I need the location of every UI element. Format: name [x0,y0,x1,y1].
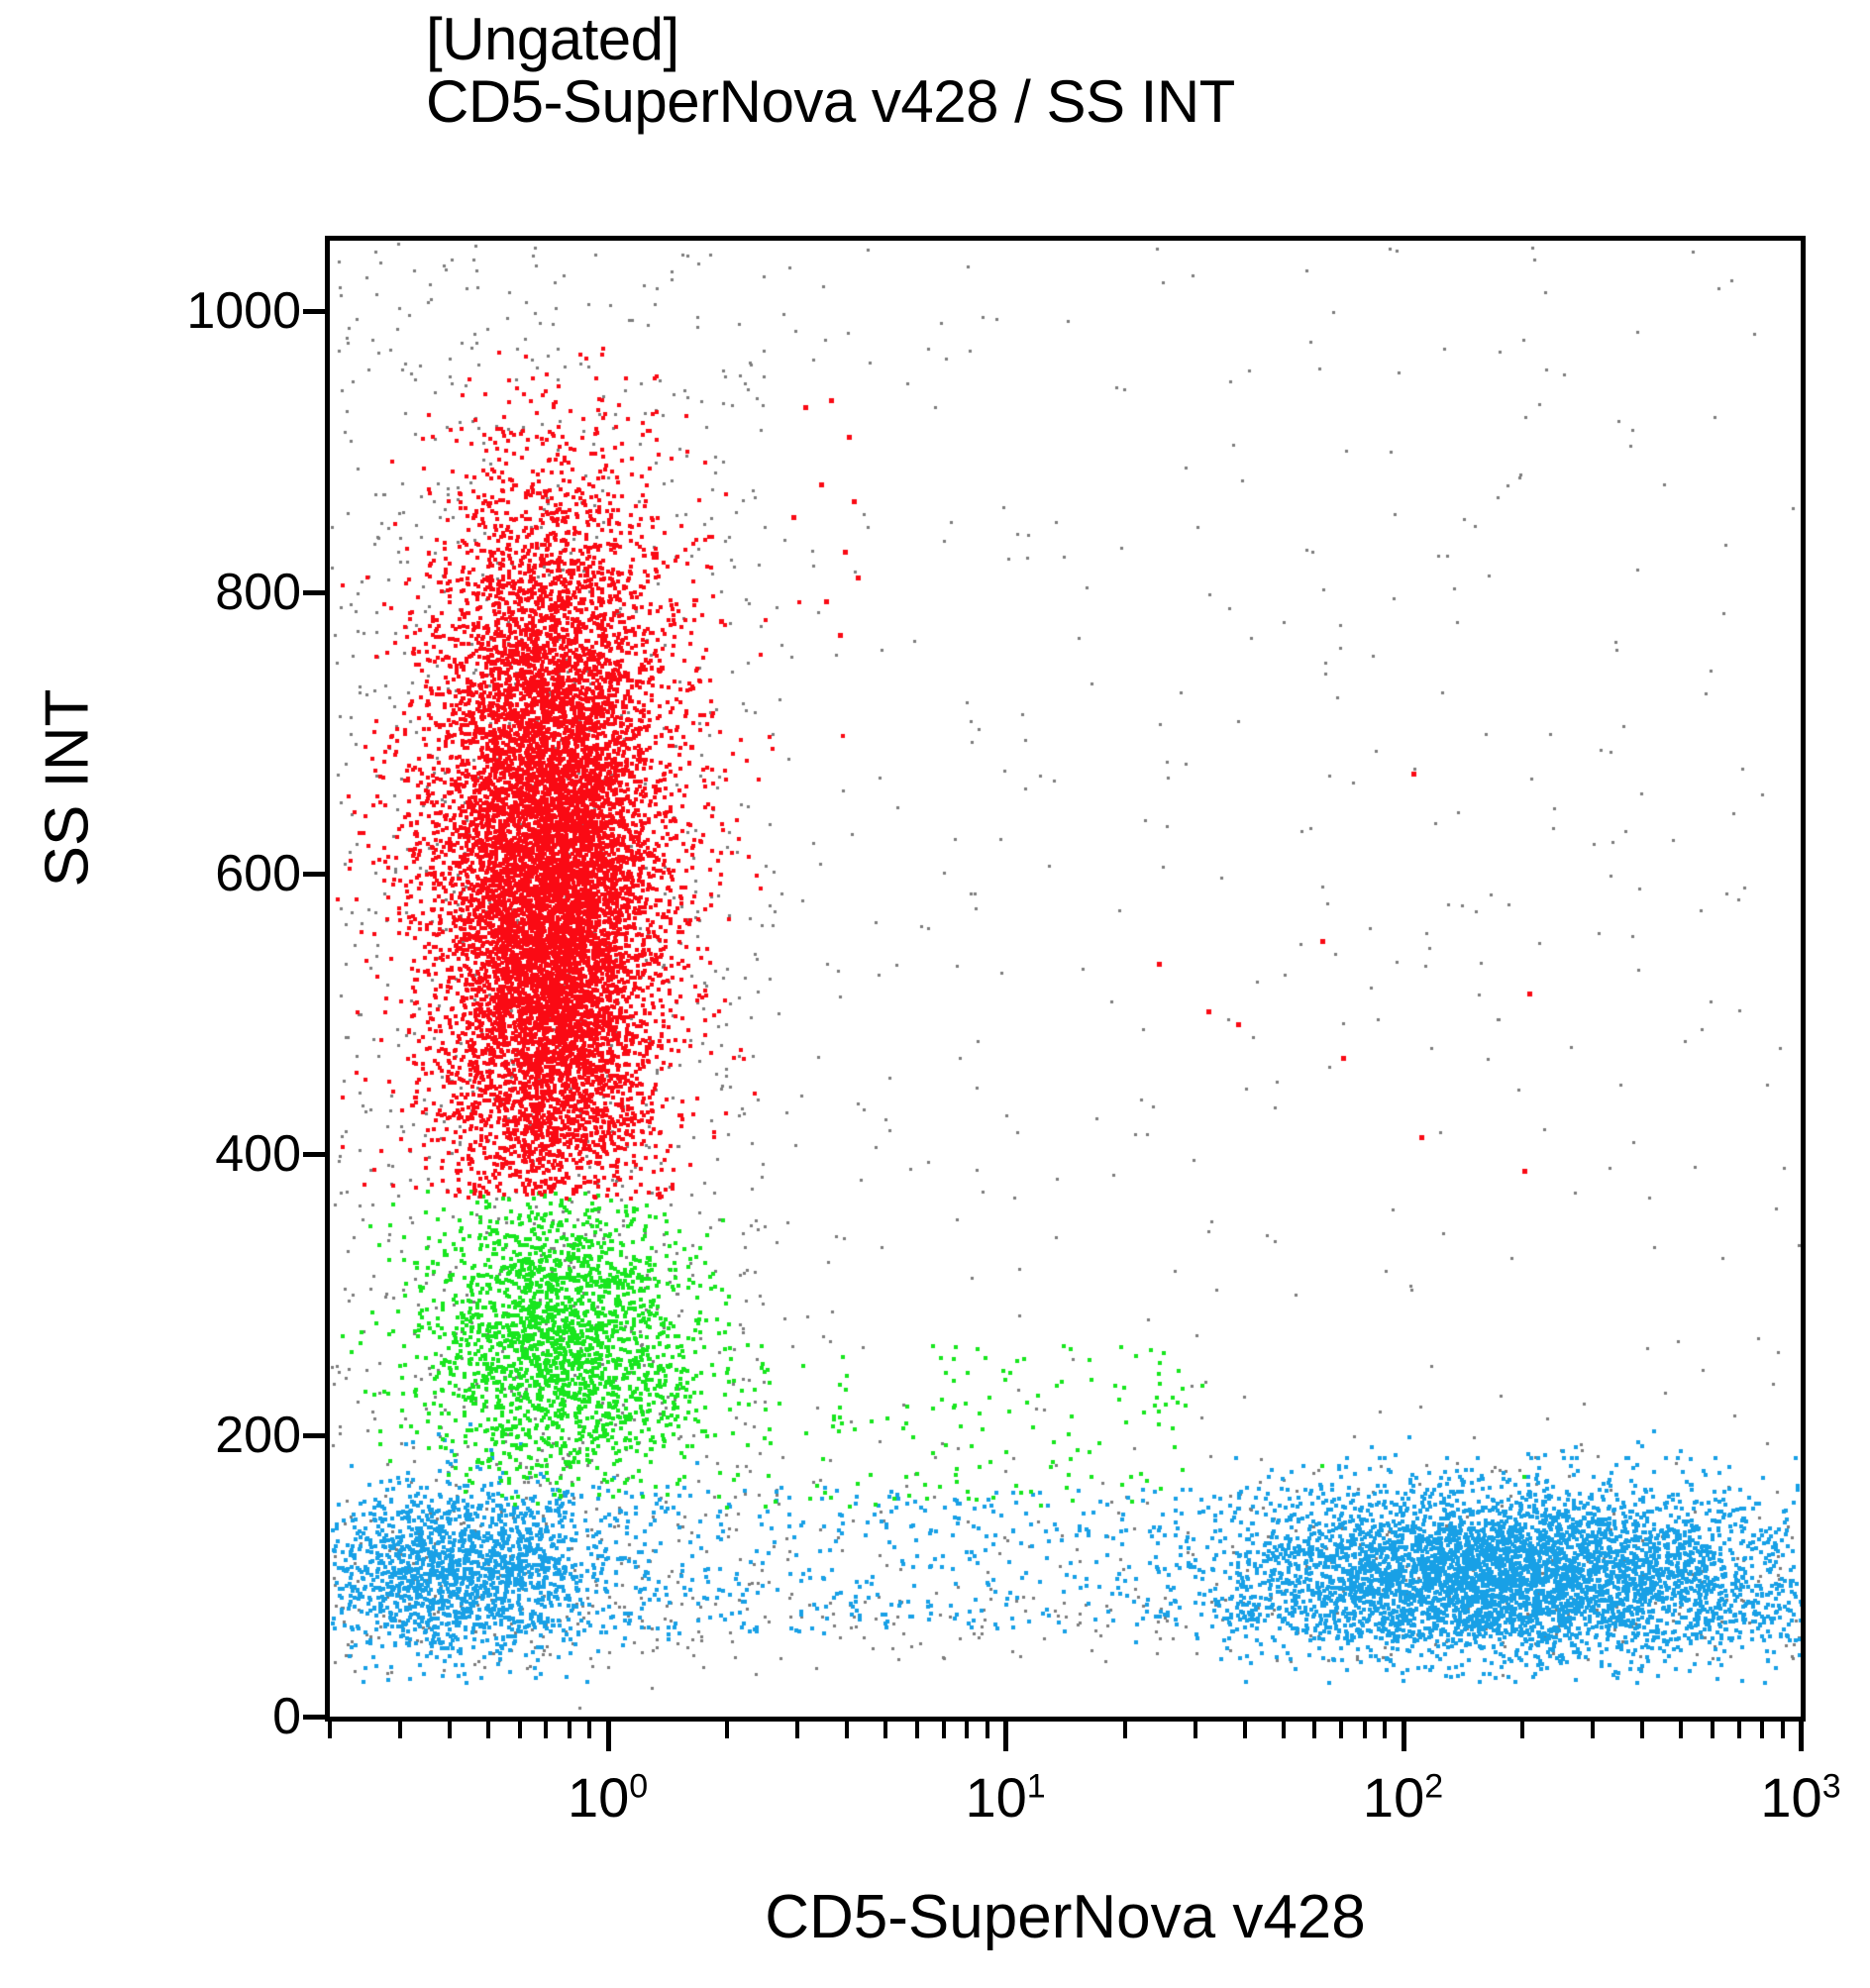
x-tick-minor [845,1722,850,1738]
y-tick-label: 400 [215,1125,301,1184]
x-tick-major [1401,1722,1406,1751]
x-tick-minor [1679,1722,1684,1738]
x-tick-minor [915,1722,919,1738]
x-tick-minor [883,1722,888,1738]
x-tick-minor [328,1722,332,1738]
x-tick-minor [941,1722,946,1738]
x-tick-minor [1122,1722,1127,1738]
x-tick-minor [1362,1722,1367,1738]
x-tick-minor [587,1722,592,1738]
x-axis-label: CD5-SuperNova v428 [765,1883,1366,1951]
x-tick-minor [544,1722,549,1738]
y-tick-mark [303,1715,325,1720]
x-tick-minor [1760,1722,1765,1738]
x-tick-major [605,1722,611,1751]
y-tick-label: 200 [215,1407,301,1465]
x-tick-label: 101 [965,1766,1046,1829]
y-tick-label: 800 [215,563,301,621]
x-tick-minor [1780,1722,1785,1738]
x-tick-minor [725,1722,730,1738]
x-tick-minor [1339,1722,1344,1738]
x-tick-minor [397,1722,402,1738]
plot-area[interactable] [325,236,1806,1722]
y-tick-mark [303,871,325,877]
x-tick-minor [965,1722,970,1738]
x-tick-label: 100 [568,1766,649,1829]
x-tick-minor [517,1722,522,1738]
x-tick-minor [1193,1722,1197,1738]
x-tick-minor [567,1722,571,1738]
y-tick-mark [303,1152,325,1158]
x-tick-major [1003,1722,1009,1751]
y-tick-mark [303,308,325,314]
y-tick-label: 600 [215,844,301,902]
x-tick-label: 103 [1760,1766,1841,1829]
x-tick-label: 102 [1362,1766,1444,1829]
y-tick-label: 0 [272,1688,301,1745]
plot-title-line-1: [Ungated] [426,6,679,72]
y-tick-mark [303,589,325,595]
x-tick-minor [1710,1722,1714,1738]
y-tick-mark [303,1433,325,1439]
x-tick-minor [1281,1722,1286,1738]
x-tick-minor [1312,1722,1317,1738]
y-tick-label: 1000 [186,281,301,340]
x-tick-minor [1640,1722,1645,1738]
x-tick-major [1799,1722,1804,1751]
x-tick-minor [1383,1722,1388,1738]
plot-title-line-2: CD5-SuperNova v428 / SS INT [426,68,1235,135]
x-tick-minor [485,1722,490,1738]
x-tick-minor [985,1722,989,1738]
plot-title: [Ungated] CD5-SuperNova v428 / SS INT [0,8,1870,133]
scatter-canvas [330,241,1801,1717]
x-tick-minor [1591,1722,1596,1738]
x-tick-minor [795,1722,800,1738]
x-tick-minor [447,1722,452,1738]
x-tick-minor [1242,1722,1247,1738]
x-tick-minor [1736,1722,1741,1738]
y-axis-label: SS INT [33,688,102,888]
x-tick-minor [1520,1722,1525,1738]
